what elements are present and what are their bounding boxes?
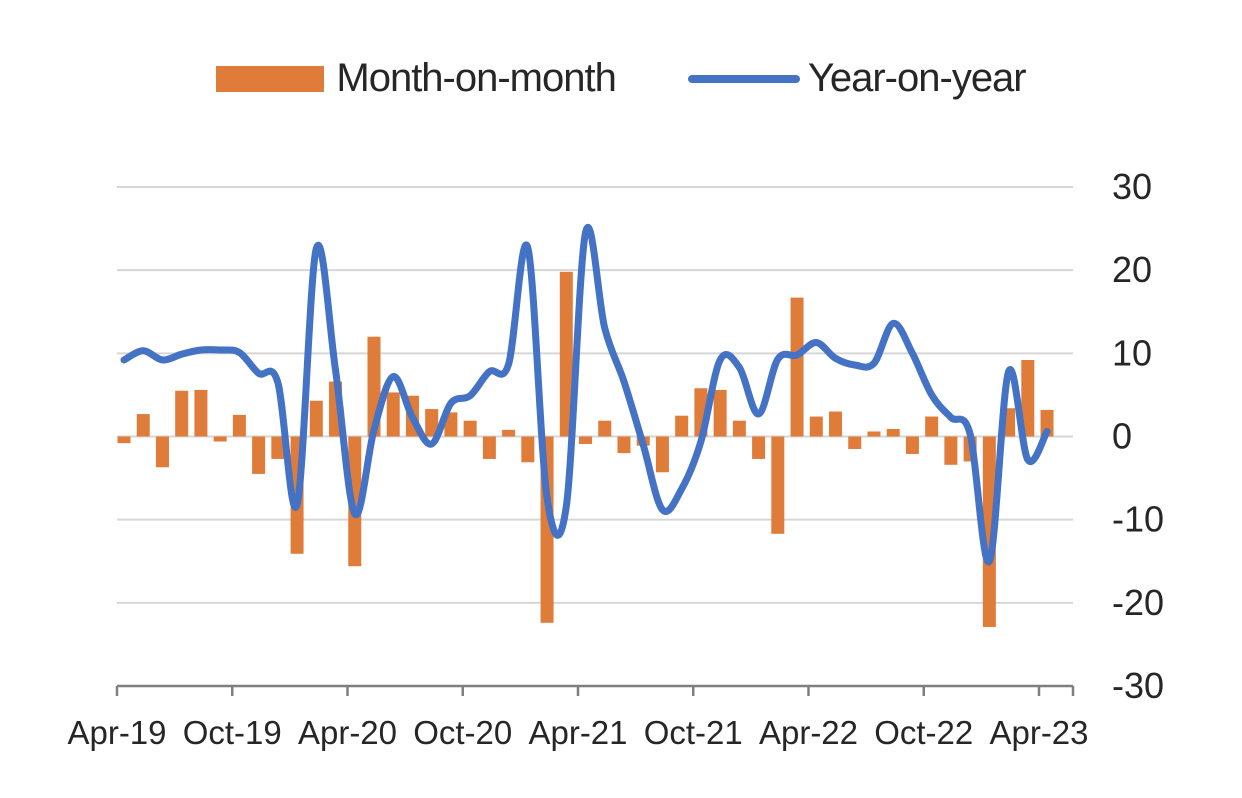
mom-bar xyxy=(425,409,439,437)
x-tick-label: Oct-21 xyxy=(644,714,743,751)
mom-bar xyxy=(463,420,477,437)
mom-bar xyxy=(117,436,131,444)
x-tick-label: Oct-22 xyxy=(874,714,973,751)
mom-bar xyxy=(232,414,246,437)
legend-label-month-on-month: Month-on-month xyxy=(336,56,616,100)
y-tick-label: -10 xyxy=(1112,499,1164,540)
y-tick-label: -20 xyxy=(1112,582,1164,623)
y-tick-label: 20 xyxy=(1112,249,1152,290)
yoy-line xyxy=(120,224,1051,566)
mom-bar xyxy=(752,436,766,459)
chart-legend: Month-on-month Year-on-year xyxy=(0,56,1242,101)
y-tick-label: 0 xyxy=(1112,416,1132,457)
mom-bar xyxy=(579,436,593,444)
mom-bar xyxy=(713,389,727,437)
mom-bar xyxy=(175,390,189,437)
x-tick-label: Oct-19 xyxy=(183,714,282,751)
line-swatch-icon xyxy=(687,74,800,83)
y-tick-label: 30 xyxy=(1112,166,1152,207)
mom-bar xyxy=(771,436,785,534)
mom-bar xyxy=(886,429,900,437)
legend-item-year-on-year: Year-on-year xyxy=(687,56,1027,101)
x-tick-label: Oct-20 xyxy=(413,714,512,751)
y-tick-label: 10 xyxy=(1112,332,1152,373)
legend-item-month-on-month: Month-on-month xyxy=(216,56,617,101)
y-tick-label: -30 xyxy=(1112,665,1164,706)
x-tick-label: Apr-19 xyxy=(67,714,166,751)
mom-bar xyxy=(732,420,746,437)
x-tick-label: Apr-20 xyxy=(298,714,397,751)
mom-bar xyxy=(925,416,939,437)
mom-bar xyxy=(675,415,689,437)
mom-bar xyxy=(790,297,804,437)
mom-bar xyxy=(309,400,323,437)
mom-bar xyxy=(944,436,958,465)
mom-bar xyxy=(252,436,266,474)
mom-bar xyxy=(809,416,823,437)
mom-bar xyxy=(213,436,227,442)
mom-bar xyxy=(598,420,612,437)
mom-bar xyxy=(521,436,535,463)
mom-bar xyxy=(1040,409,1054,437)
x-tick-label: Apr-22 xyxy=(759,714,858,751)
mom-bar xyxy=(982,436,996,627)
mom-bar xyxy=(1021,359,1035,437)
mom-bar xyxy=(155,436,169,468)
legend-label-year-on-year: Year-on-year xyxy=(807,56,1027,100)
x-tick-label: Apr-21 xyxy=(528,714,627,751)
mom-bar xyxy=(482,436,496,459)
mom-bar xyxy=(905,436,919,454)
mom-bar xyxy=(386,392,400,437)
mom-bar xyxy=(136,414,150,437)
mom-bar xyxy=(194,389,208,437)
mom-bar xyxy=(655,436,669,473)
mom-bar xyxy=(829,411,843,437)
mom-bar xyxy=(271,436,285,459)
mom-bar xyxy=(848,436,862,449)
mom-bar xyxy=(502,429,516,437)
bar-swatch-icon xyxy=(216,65,325,92)
mom-bar xyxy=(559,271,573,437)
mom-bar xyxy=(617,436,631,454)
mom-bar xyxy=(867,431,881,437)
x-tick-label: Apr-23 xyxy=(989,714,1088,751)
